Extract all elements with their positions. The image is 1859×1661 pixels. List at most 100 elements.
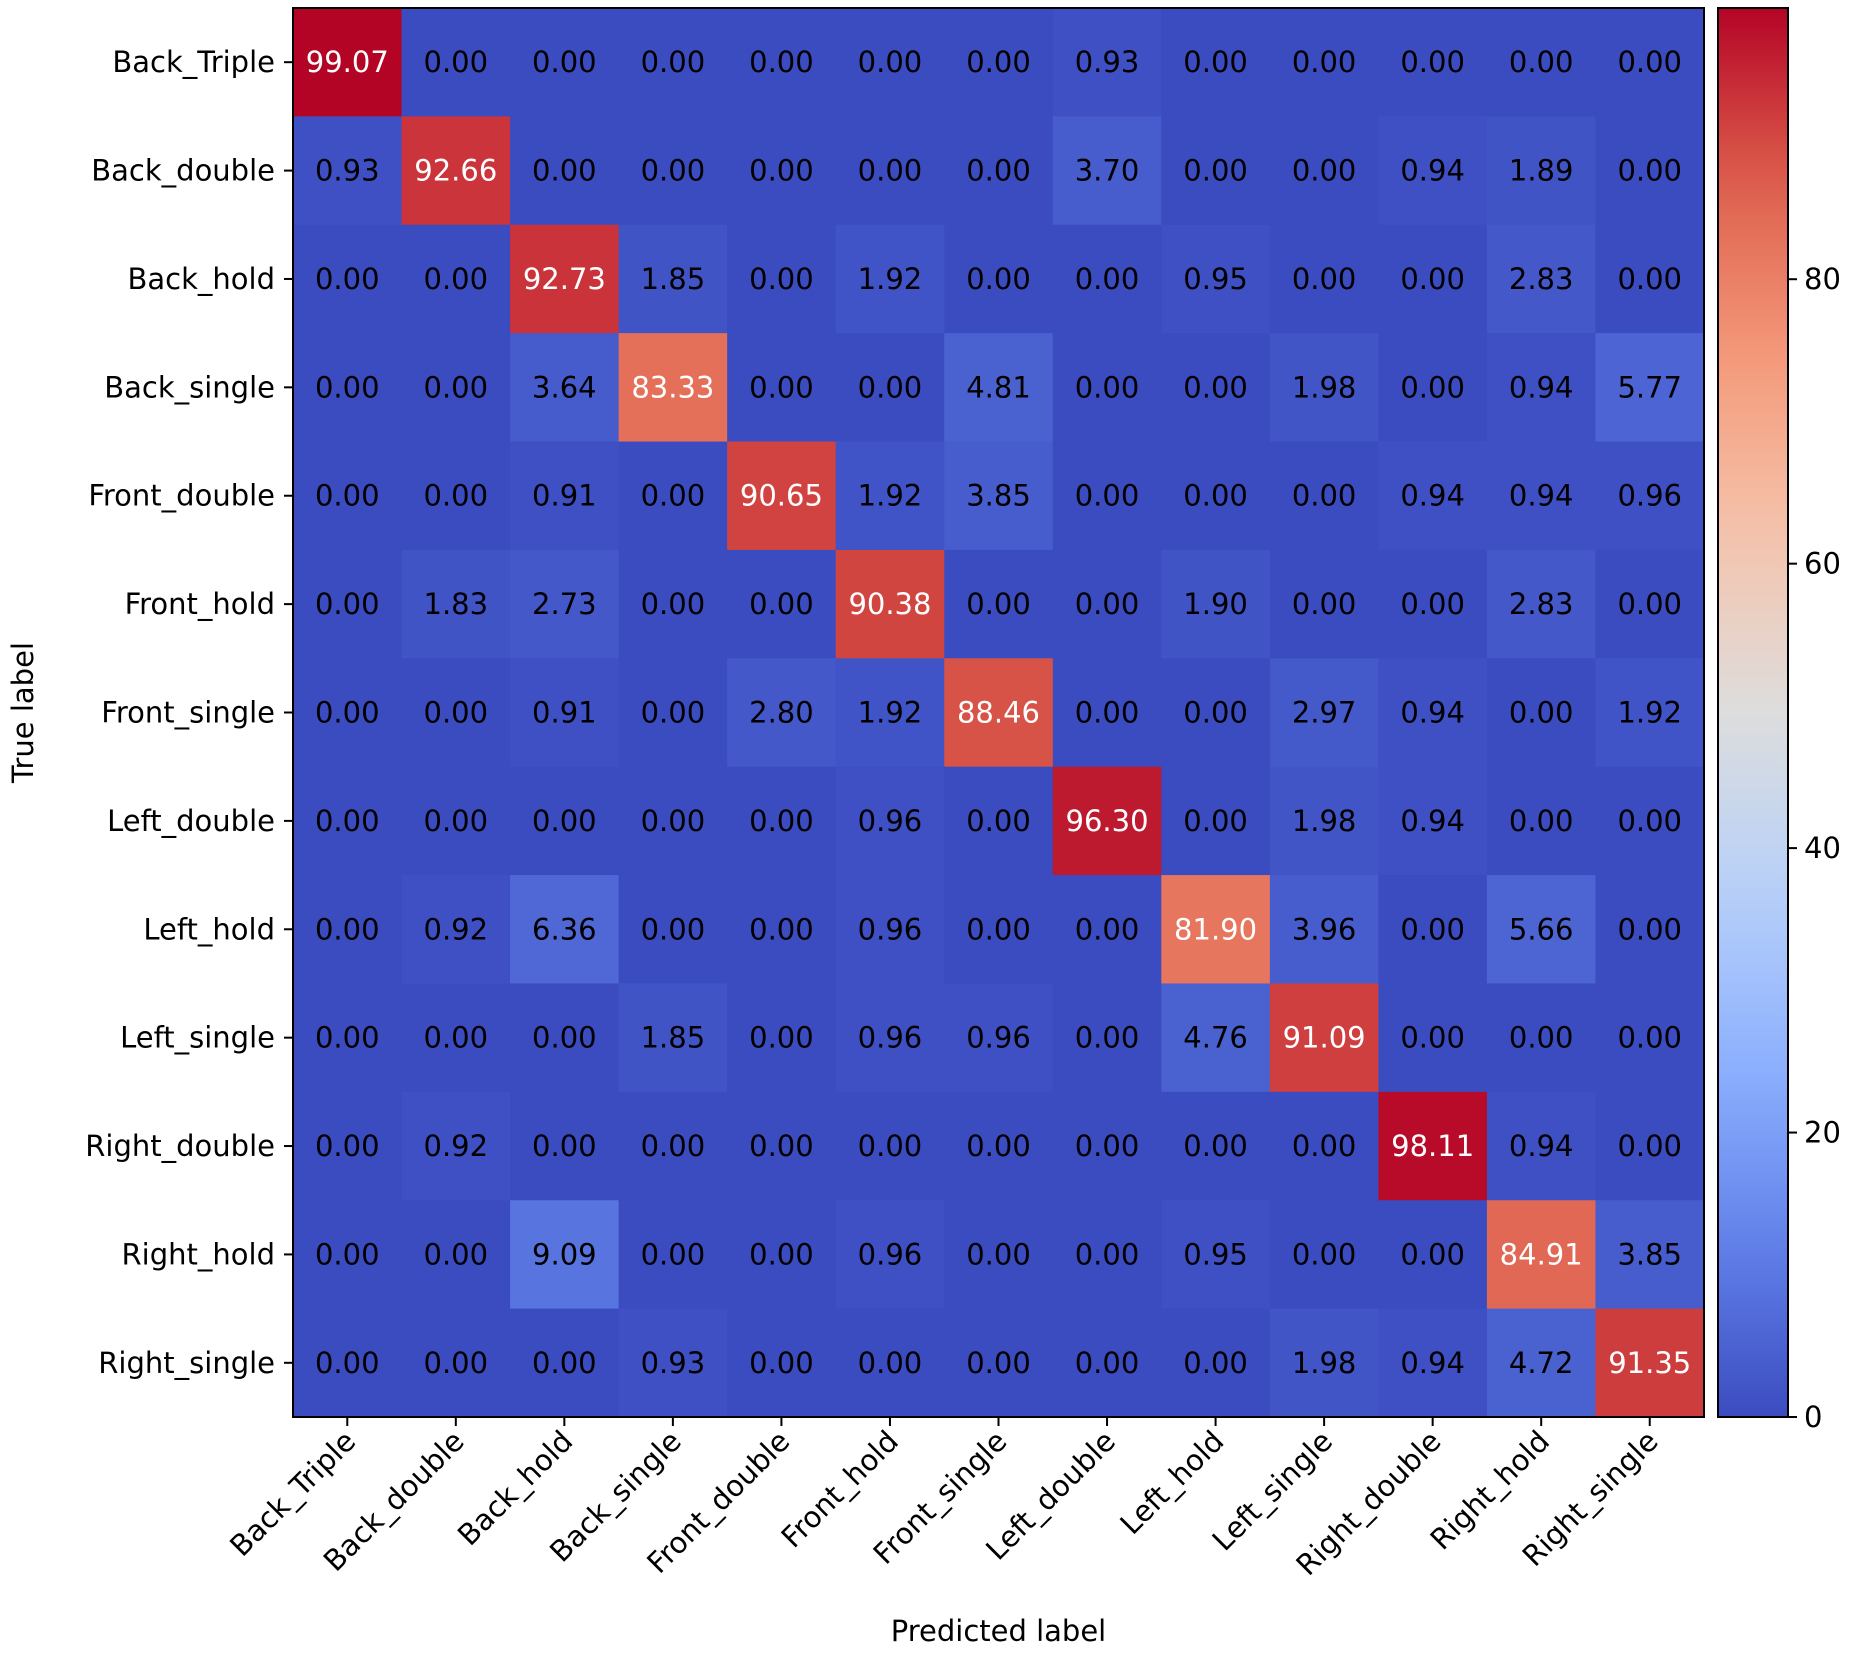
heatmap-cell — [1161, 116, 1271, 226]
heatmap-cell — [944, 224, 1054, 334]
cell-value-label: 2.83 — [1509, 262, 1574, 296]
cell-value-label: 0.00 — [1075, 1237, 1140, 1271]
x-tick-label: Left_hold — [1113, 1424, 1230, 1541]
cell-value-label: 84.91 — [1500, 1237, 1583, 1271]
heatmap-cell — [1052, 8, 1162, 117]
cell-value-label: 0.00 — [1183, 696, 1248, 730]
heatmap-cell — [1378, 441, 1488, 551]
cell-value-label: 0.00 — [1183, 1129, 1248, 1163]
cell-value-label: 0.00 — [1183, 370, 1248, 404]
heatmap-cell — [835, 766, 945, 876]
cell-value-label: 3.85 — [1617, 1237, 1682, 1271]
heatmap-cell — [618, 875, 728, 985]
cell-value-label: 0.00 — [1292, 45, 1357, 79]
cell-value-label: 0.00 — [532, 1129, 597, 1163]
cell-value-label: 0.94 — [1400, 804, 1465, 838]
heatmap-cell — [1595, 333, 1705, 443]
heatmap-cell — [1378, 116, 1488, 226]
heatmap-cell — [727, 8, 837, 117]
cell-value-label: 0.94 — [1509, 479, 1574, 513]
cell-value-label: 0.93 — [641, 1346, 706, 1380]
heatmap-cell — [1486, 983, 1597, 1093]
cell-value-label: 0.00 — [641, 804, 706, 838]
heatmap-cell — [727, 1091, 837, 1201]
cell-value-label: 92.66 — [414, 154, 497, 188]
cell-value-label: 0.00 — [749, 1129, 814, 1163]
heatmap-cell — [944, 1200, 1054, 1310]
heatmap-cell — [293, 658, 403, 768]
cell-value-label: 0.00 — [532, 1346, 597, 1380]
cell-value-label: 0.00 — [315, 696, 380, 730]
cell-value-label: 0.00 — [315, 587, 380, 621]
heatmap-cell — [401, 1091, 511, 1201]
cell-value-label: 0.00 — [749, 45, 814, 79]
heatmap-cell — [944, 8, 1054, 117]
y-tick-label: Right_hold — [122, 1237, 275, 1271]
heatmap-cell — [1161, 549, 1271, 659]
cell-value-label: 0.00 — [1075, 1129, 1140, 1163]
heatmap-cell — [835, 441, 945, 551]
cell-value-label: 0.00 — [966, 1346, 1031, 1380]
heatmap-cell — [727, 333, 837, 443]
heatmap-cell — [1161, 224, 1271, 334]
cell-value-label: 0.00 — [1617, 262, 1682, 296]
heatmap-cell — [1052, 983, 1162, 1093]
cell-value-label: 0.00 — [315, 912, 380, 946]
cell-value-label: 0.00 — [532, 804, 597, 838]
cell-value-label: 0.00 — [1075, 912, 1140, 946]
cell-value-label: 0.00 — [1183, 1346, 1248, 1380]
heatmap-cell — [835, 875, 945, 985]
heatmap-cell — [1269, 549, 1379, 659]
heatmap-cell — [1269, 333, 1379, 443]
cell-value-label: 3.96 — [1292, 912, 1357, 946]
cell-value-label: 0.00 — [1400, 262, 1465, 296]
heatmap-cell — [1378, 224, 1488, 334]
cell-value-label: 0.96 — [966, 1021, 1031, 1055]
heatmap-cell — [293, 766, 403, 876]
heatmap-cell — [1378, 549, 1488, 659]
heatmap-cell — [1269, 766, 1379, 876]
heatmap-cell — [401, 116, 511, 226]
cell-value-label: 88.46 — [957, 696, 1040, 730]
heatmap-cell — [1486, 658, 1597, 768]
colorbar-gradient — [1718, 8, 1788, 1417]
heatmap-cell — [1378, 1091, 1488, 1201]
cell-value-label: 0.00 — [1400, 370, 1465, 404]
cell-value-label: 0.00 — [315, 1237, 380, 1271]
cell-value-label: 0.00 — [315, 1129, 380, 1163]
cell-value-label: 0.00 — [641, 587, 706, 621]
cell-value-label: 0.00 — [1075, 370, 1140, 404]
heatmap-cell — [1595, 549, 1705, 659]
heatmap-cell — [293, 116, 403, 226]
y-tick-label: Back_hold — [128, 262, 276, 296]
cell-value-label: 0.00 — [1400, 912, 1465, 946]
y-tick-label: Left_hold — [143, 912, 275, 946]
cell-value-label: 0.00 — [1509, 804, 1574, 838]
cell-value-label: 91.09 — [1283, 1021, 1366, 1055]
cell-value-label: 0.00 — [1075, 262, 1140, 296]
heatmap-cell — [618, 224, 728, 334]
heatmap-cell — [401, 658, 511, 768]
cell-value-label: 0.00 — [749, 1021, 814, 1055]
cell-value-label: 0.00 — [532, 154, 597, 188]
cell-value-label: 0.00 — [424, 1237, 489, 1271]
heatmap-cell — [618, 333, 728, 443]
cell-value-label: 1.92 — [858, 696, 923, 730]
heatmap-cell — [1161, 658, 1271, 768]
cell-value-label: 0.00 — [641, 696, 706, 730]
heatmap-cell — [1486, 766, 1597, 876]
heatmap-cell — [1161, 983, 1271, 1093]
heatmap-cell — [293, 549, 403, 659]
heatmap-cell — [944, 116, 1054, 226]
cell-value-label: 0.00 — [1617, 45, 1682, 79]
cell-value-label: 0.00 — [858, 370, 923, 404]
heatmap-cell — [510, 1091, 620, 1201]
cell-value-label: 0.00 — [1292, 1129, 1357, 1163]
cell-value-label: 0.94 — [1400, 154, 1465, 188]
heatmap-cell — [944, 766, 1054, 876]
cell-value-label: 0.00 — [315, 1346, 380, 1380]
cell-value-label: 0.00 — [858, 45, 923, 79]
cell-value-label: 0.00 — [424, 479, 489, 513]
y-tick-label: Back_double — [91, 154, 275, 188]
